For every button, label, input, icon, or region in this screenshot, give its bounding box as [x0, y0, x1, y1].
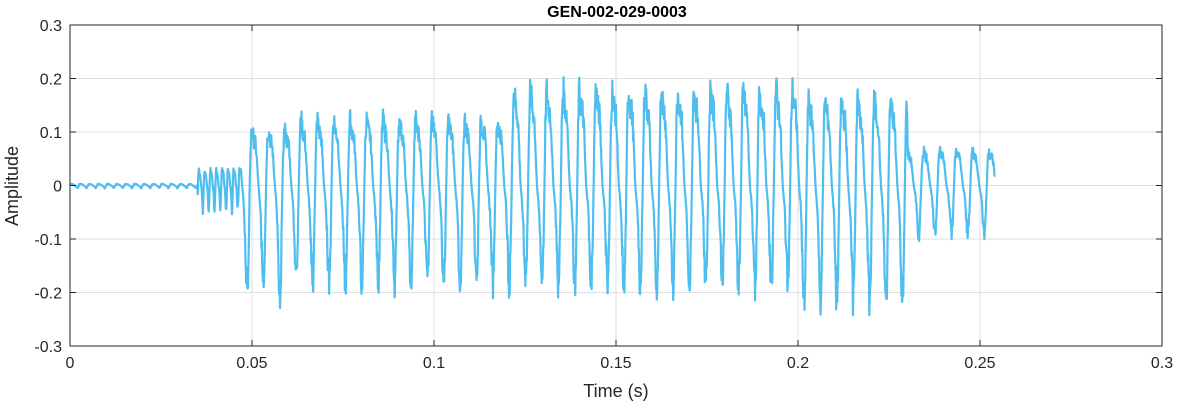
y-tick-label: -0.1 — [34, 232, 62, 249]
x-tick-label: 0 — [66, 355, 75, 372]
chart-title: GEN-002-029-0003 — [547, 4, 687, 21]
x-tick-label: 0.3 — [1151, 355, 1173, 372]
y-tick-label: -0.3 — [34, 339, 62, 356]
y-axis-label: Amplitude — [2, 146, 22, 226]
tick-labels: 0 0.05 0.1 0.15 0.2 0.25 0.3 -0.3 -0.2 -0.1 0 0.1 0.… — [34, 18, 1173, 372]
x-axis-label: Time (s) — [583, 381, 648, 401]
y-tick-label: 0.3 — [40, 18, 62, 35]
x-tick-label: 0.25 — [964, 355, 995, 372]
y-tick-label: 0.2 — [40, 72, 62, 89]
x-tick-label: 0.05 — [236, 355, 267, 372]
y-tick-label: 0 — [53, 179, 62, 196]
series-layer — [69, 76, 996, 317]
x-tick-label: 0.15 — [600, 355, 631, 372]
waveform-series-line — [69, 76, 996, 317]
x-tick-label: 0.1 — [423, 355, 445, 372]
y-tick-label: -0.2 — [34, 286, 62, 303]
axes — [69, 24, 1163, 347]
x-tick-label: 0.2 — [787, 355, 809, 372]
y-tick-label: 0.1 — [40, 125, 62, 142]
